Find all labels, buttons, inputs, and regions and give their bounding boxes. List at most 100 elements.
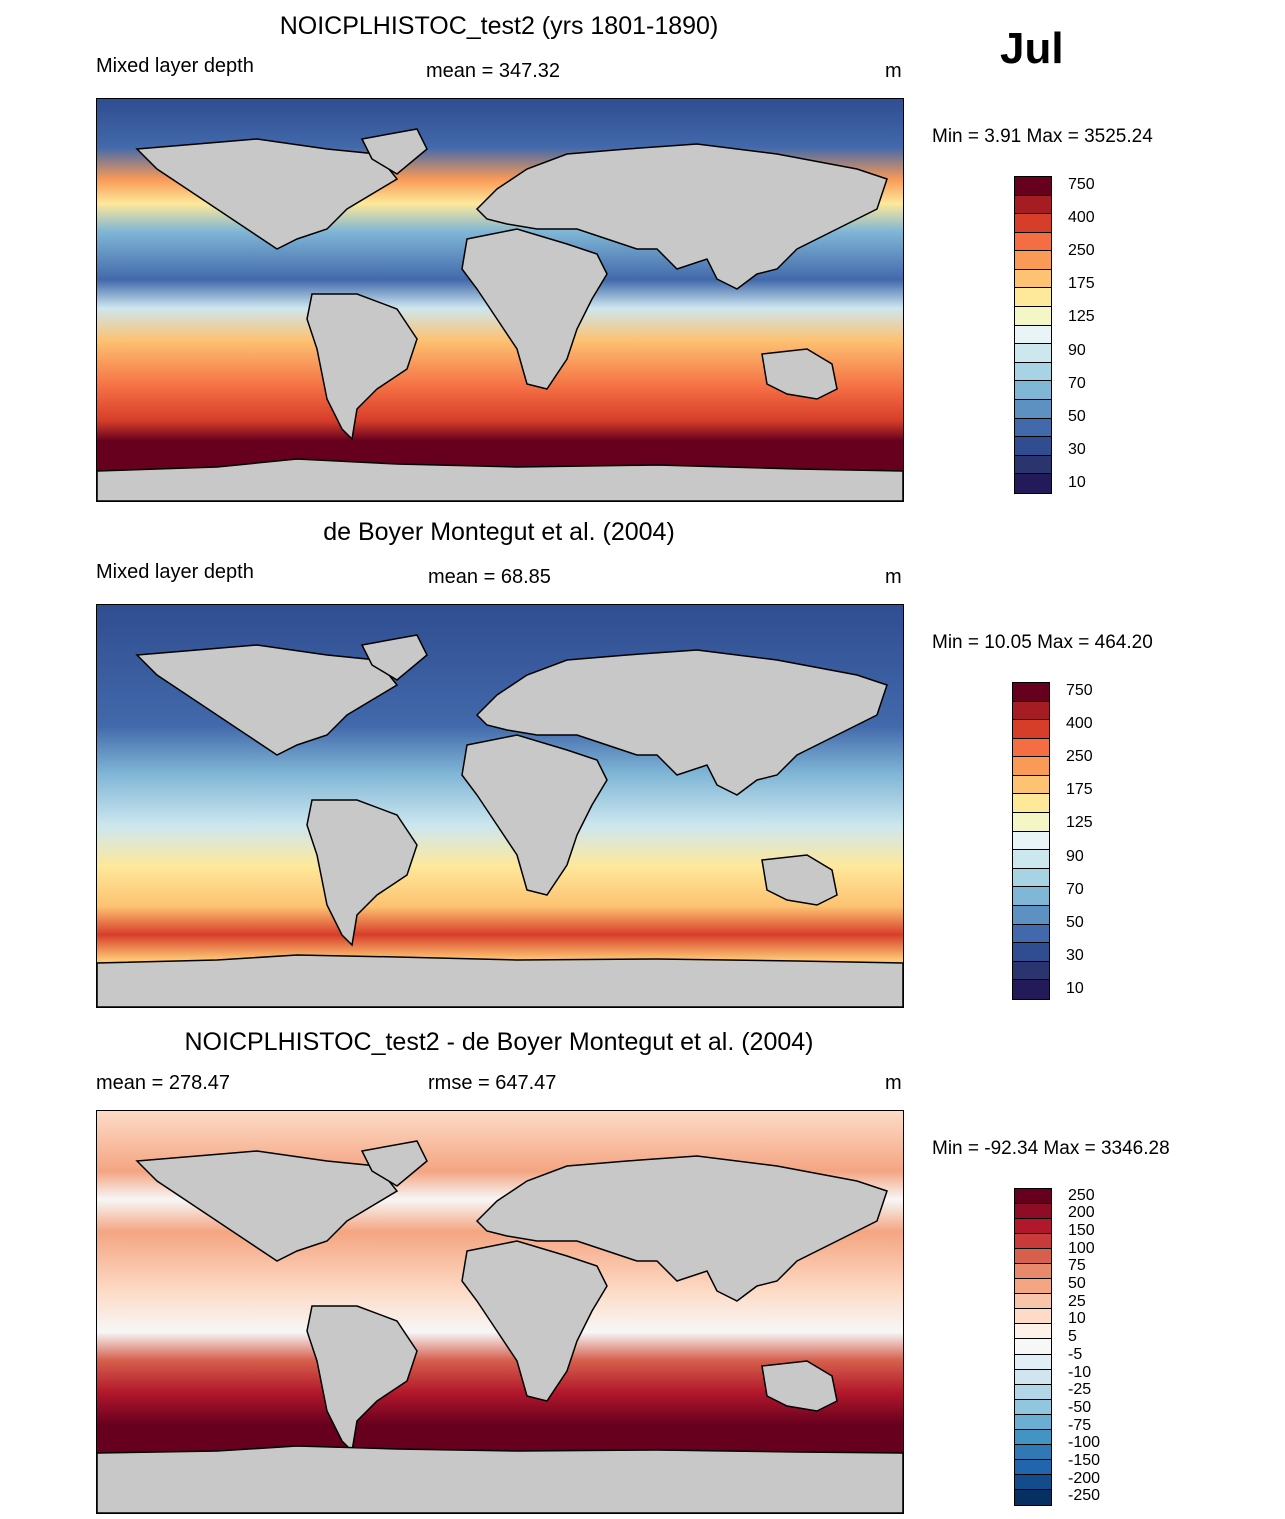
colorbar-swatch bbox=[1013, 943, 1049, 962]
panel-1-mean-label: mean = 347.32 bbox=[426, 60, 560, 82]
colorbar-tick-label: 125 bbox=[1066, 814, 1093, 832]
colorbar-swatch bbox=[1015, 344, 1051, 363]
colorbar-tick-label: 50 bbox=[1066, 913, 1084, 931]
colorbar-tick-label: -10 bbox=[1068, 1363, 1092, 1381]
panel-1-title: NOICPLHISTOC_test2 (yrs 1801-1890) bbox=[279, 12, 719, 40]
panel-1-continents bbox=[97, 128, 903, 501]
colorbar-tick-label: 750 bbox=[1066, 682, 1093, 700]
colorbar-swatch bbox=[1013, 683, 1049, 702]
colorbar-swatch bbox=[1013, 850, 1049, 869]
colorbar-tick-label: 25 bbox=[1068, 1292, 1086, 1310]
colorbar-swatch bbox=[1015, 1429, 1051, 1445]
colorbar-swatch bbox=[1013, 701, 1049, 721]
colorbar-tick-label: -250 bbox=[1068, 1487, 1101, 1505]
colorbar-tick-label: 30 bbox=[1066, 946, 1084, 964]
colorbar-tick-label: 75 bbox=[1068, 1257, 1086, 1275]
colorbar-swatch bbox=[1013, 868, 1049, 888]
colorbar-swatch bbox=[1015, 1324, 1051, 1340]
colorbar-swatch bbox=[1015, 399, 1051, 419]
colorbar-swatch bbox=[1013, 980, 1049, 999]
colorbar-swatch bbox=[1015, 437, 1051, 456]
panel-2-min-max: Min = 10.05 Max = 464.20 bbox=[932, 632, 1153, 653]
panel-2-map bbox=[96, 604, 904, 1008]
panel-3-unit-label: m bbox=[885, 1072, 902, 1094]
colorbar-tick-label: 90 bbox=[1066, 847, 1084, 865]
colorbar-swatch bbox=[1015, 1444, 1051, 1460]
colorbar-swatch bbox=[1013, 924, 1049, 944]
panel-1-colorbar bbox=[1014, 176, 1052, 494]
colorbar-tick-label: 70 bbox=[1068, 374, 1086, 392]
colorbar-tick-label: -25 bbox=[1068, 1381, 1092, 1399]
colorbar-swatch bbox=[1015, 1189, 1051, 1205]
colorbar-swatch bbox=[1013, 720, 1049, 739]
panel-2-mean-label: mean = 68.85 bbox=[428, 566, 551, 588]
colorbar-swatch bbox=[1015, 1204, 1051, 1220]
colorbar-swatch bbox=[1015, 1234, 1051, 1250]
colorbar-tick-label: 150 bbox=[1068, 1221, 1095, 1239]
colorbar-tick-label: 250 bbox=[1066, 748, 1093, 766]
colorbar-swatch bbox=[1015, 269, 1051, 289]
panel-3-rmse-label: rmse = 647.47 bbox=[428, 1072, 557, 1094]
colorbar-tick-label: 200 bbox=[1068, 1204, 1095, 1222]
colorbar-tick-label: -5 bbox=[1068, 1345, 1083, 1363]
colorbar-swatch bbox=[1015, 195, 1051, 215]
colorbar-swatch bbox=[1015, 455, 1051, 475]
panel-2-colorbar bbox=[1012, 682, 1050, 1000]
colorbar-swatch bbox=[1015, 1339, 1051, 1355]
panel-3-continents bbox=[97, 1140, 903, 1513]
panel-1-unit-label: m bbox=[885, 60, 902, 82]
colorbar-tick-label: 90 bbox=[1068, 341, 1086, 359]
colorbar-swatch bbox=[1013, 961, 1049, 981]
colorbar-swatch bbox=[1013, 757, 1049, 776]
colorbar-tick-label: 5 bbox=[1068, 1328, 1077, 1346]
colorbar-swatch bbox=[1013, 738, 1049, 758]
colorbar-swatch bbox=[1015, 232, 1051, 252]
colorbar-tick-label: 250 bbox=[1068, 1186, 1095, 1204]
panel-1-min-max: Min = 3.91 Max = 3525.24 bbox=[932, 126, 1153, 147]
colorbar-swatch bbox=[1015, 1294, 1051, 1310]
colorbar-swatch bbox=[1015, 214, 1051, 233]
colorbar-tick-label: 10 bbox=[1066, 979, 1084, 997]
colorbar-swatch bbox=[1015, 1384, 1051, 1400]
panel-3-min-max: Min = -92.34 Max = 3346.28 bbox=[932, 1138, 1170, 1159]
colorbar-swatch bbox=[1015, 1354, 1051, 1370]
colorbar-swatch bbox=[1013, 794, 1049, 814]
colorbar-tick-label: 100 bbox=[1068, 1239, 1095, 1257]
colorbar-swatch bbox=[1015, 288, 1051, 308]
colorbar-swatch bbox=[1013, 831, 1049, 851]
colorbar-swatch bbox=[1015, 251, 1051, 270]
colorbar-tick-label: 125 bbox=[1068, 308, 1095, 326]
colorbar-swatch bbox=[1015, 307, 1051, 326]
panel-3-mean-label: mean = 278.47 bbox=[96, 1072, 230, 1094]
month-label: Jul bbox=[1000, 24, 1064, 73]
panel-2-unit-label: m bbox=[885, 566, 902, 588]
colorbar-tick-label: -200 bbox=[1068, 1469, 1101, 1487]
colorbar-tick-label: 70 bbox=[1066, 880, 1084, 898]
colorbar-swatch bbox=[1015, 381, 1051, 400]
panel-3-colorbar bbox=[1014, 1188, 1052, 1506]
colorbar-swatch bbox=[1015, 474, 1051, 493]
panel-3-title: NOICPLHISTOC_test2 - de Boyer Montegut e… bbox=[184, 1028, 814, 1056]
colorbar-swatch bbox=[1015, 1264, 1051, 1280]
colorbar-tick-label: 175 bbox=[1066, 781, 1093, 799]
panel-1-map bbox=[96, 98, 904, 502]
colorbar-tick-label: 175 bbox=[1068, 275, 1095, 293]
colorbar-swatch bbox=[1015, 1399, 1051, 1415]
colorbar-swatch bbox=[1015, 1249, 1051, 1265]
colorbar-swatch bbox=[1015, 1474, 1051, 1490]
colorbar-swatch bbox=[1013, 775, 1049, 795]
colorbar-tick-label: 10 bbox=[1068, 1310, 1086, 1328]
colorbar-tick-label: 50 bbox=[1068, 1275, 1086, 1293]
colorbar-swatch bbox=[1013, 813, 1049, 832]
colorbar-swatch bbox=[1015, 418, 1051, 438]
colorbar-swatch bbox=[1015, 1459, 1051, 1475]
colorbar-tick-label: 750 bbox=[1068, 176, 1095, 194]
colorbar-swatch bbox=[1015, 1369, 1051, 1385]
colorbar-tick-label: 250 bbox=[1068, 242, 1095, 260]
colorbar-swatch bbox=[1015, 1489, 1051, 1505]
panel-2-continents bbox=[97, 634, 903, 1007]
colorbar-swatch bbox=[1013, 905, 1049, 925]
colorbar-tick-label: -100 bbox=[1068, 1434, 1101, 1452]
colorbar-tick-label: -50 bbox=[1068, 1398, 1092, 1416]
colorbar-swatch bbox=[1015, 362, 1051, 382]
